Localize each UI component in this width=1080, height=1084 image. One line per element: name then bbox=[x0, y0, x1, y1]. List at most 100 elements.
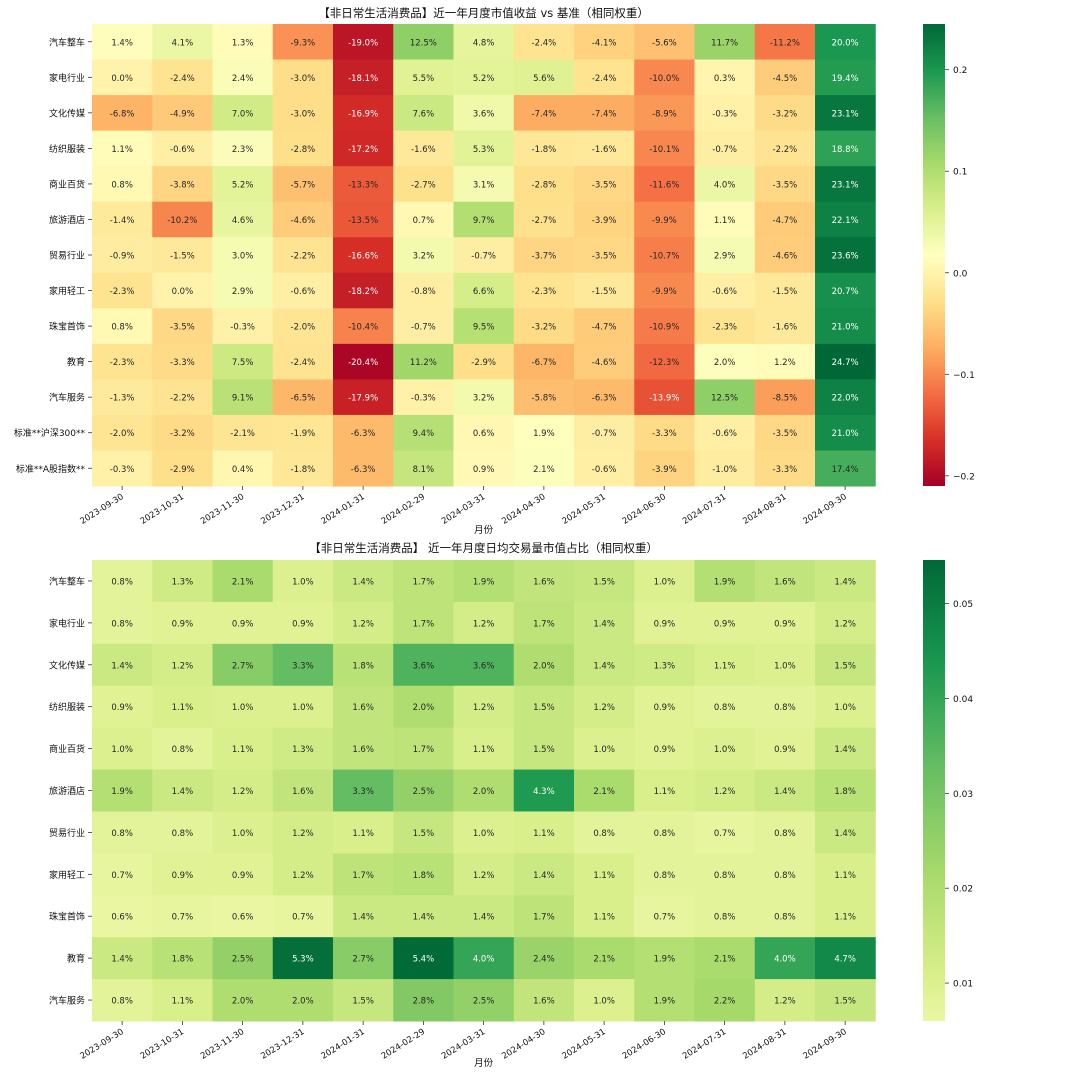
cell-value-label: 2.5% bbox=[232, 955, 254, 965]
heatmap-cell bbox=[212, 379, 274, 416]
heatmap-cell bbox=[513, 59, 575, 96]
heatmap-cell bbox=[272, 237, 334, 274]
cell-value-label: 4.0% bbox=[473, 955, 495, 965]
heatmap-cell bbox=[393, 727, 454, 771]
cell-value-label: 0.6% bbox=[473, 429, 495, 439]
heatmap-cell bbox=[513, 379, 575, 416]
y-tick-label: 标准**A股指数** bbox=[16, 463, 86, 475]
cell-value-label: -17.2% bbox=[348, 145, 378, 155]
x-axis-label: 月份 bbox=[474, 1057, 494, 1069]
cell-value-label: 1.2% bbox=[292, 871, 314, 881]
heatmap-cell bbox=[212, 201, 274, 238]
heatmap-cell bbox=[393, 937, 454, 980]
cell-value-label: -18.2% bbox=[348, 287, 378, 297]
cell-value-label: -16.9% bbox=[348, 109, 378, 119]
heatmap-cell bbox=[574, 24, 635, 61]
heatmap-cell bbox=[92, 308, 153, 345]
colorbar-tick-label: 0.01 bbox=[953, 980, 973, 990]
heatmap-cell bbox=[815, 308, 876, 345]
cell-value-label: -3.0% bbox=[291, 74, 316, 84]
heatmap-cell bbox=[754, 59, 816, 96]
y-tick-label: 文化传媒 bbox=[49, 107, 85, 119]
heatmap-cell bbox=[634, 95, 695, 132]
heatmap-cell bbox=[453, 643, 515, 687]
y-tick-label: 教育 bbox=[67, 356, 85, 368]
y-tick-label: 教育 bbox=[67, 953, 85, 965]
heatmap-cell bbox=[453, 769, 515, 812]
heatmap-cell bbox=[212, 166, 274, 203]
cell-value-label: 2.0% bbox=[533, 661, 555, 671]
cell-value-label: 23.1% bbox=[832, 180, 859, 190]
cell-value-label: -3.3% bbox=[652, 429, 677, 439]
heatmap-cell bbox=[574, 560, 635, 603]
cell-value-label: 1.1% bbox=[593, 871, 615, 881]
heatmap-cell bbox=[754, 560, 816, 603]
heatmap-cell bbox=[92, 685, 153, 729]
cell-value-label: -3.5% bbox=[773, 180, 798, 190]
heatmap-cell bbox=[393, 414, 454, 451]
colorbar-tick-label: 0.0 bbox=[953, 269, 968, 279]
cell-value-label: 1.2% bbox=[834, 619, 856, 629]
heatmap-cell bbox=[453, 166, 515, 203]
cell-value-label: 1.6% bbox=[533, 577, 555, 587]
cell-value-label: 21.0% bbox=[832, 323, 859, 333]
heatmap-cell bbox=[453, 95, 515, 132]
cell-value-label: -3.5% bbox=[592, 180, 617, 190]
cell-value-label: -1.5% bbox=[773, 287, 798, 297]
cell-value-label: 0.9% bbox=[232, 871, 254, 881]
heatmap-cell bbox=[754, 130, 816, 167]
heatmap-cell bbox=[333, 343, 394, 380]
cell-value-label: 3.1% bbox=[473, 180, 495, 190]
cell-value-label: 0.6% bbox=[111, 913, 133, 923]
cell-value-label: 1.1% bbox=[352, 829, 374, 839]
cell-value-label: 1.0% bbox=[473, 829, 495, 839]
colorbar-tick-label: 0.1 bbox=[953, 168, 967, 178]
cell-value-label: 1.3% bbox=[292, 745, 314, 755]
cell-value-label: 1.6% bbox=[352, 745, 374, 755]
heatmap-cell bbox=[152, 59, 213, 96]
cell-value-label: -11.6% bbox=[649, 180, 679, 190]
heatmap-cell bbox=[92, 95, 153, 132]
cell-value-label: -13.3% bbox=[348, 180, 378, 190]
y-tick-label: 家电行业 bbox=[49, 617, 85, 629]
heatmap-cell bbox=[152, 769, 213, 812]
heatmap-cell bbox=[694, 130, 756, 167]
cell-value-label: 8.1% bbox=[413, 465, 435, 475]
heatmap-cell bbox=[574, 937, 635, 980]
cell-value-label: 3.2% bbox=[413, 252, 435, 262]
heatmap-cell bbox=[333, 24, 394, 61]
heatmap-cell bbox=[574, 166, 635, 203]
cell-value-label: 2.1% bbox=[533, 465, 555, 475]
cell-value-label: 1.7% bbox=[533, 619, 555, 629]
cell-value-label: 3.6% bbox=[473, 661, 495, 671]
heatmap-cell bbox=[333, 937, 394, 980]
heatmap-cell bbox=[92, 727, 153, 771]
cell-value-label: 0.3% bbox=[714, 74, 736, 84]
cell-value-label: 0.8% bbox=[111, 997, 133, 1007]
heatmap-cell bbox=[212, 59, 274, 96]
cell-value-label: -1.5% bbox=[592, 287, 617, 297]
cell-value-label: 4.7% bbox=[834, 955, 856, 965]
cell-value-label: -0.6% bbox=[712, 429, 737, 439]
heatmap-cell bbox=[754, 95, 816, 132]
cell-value-label: 2.0% bbox=[232, 997, 254, 1007]
heatmap-cell bbox=[574, 237, 635, 274]
cell-value-label: 0.0% bbox=[111, 74, 133, 84]
heatmap-cell bbox=[815, 379, 876, 416]
x-tick-label: 2024-05-31 bbox=[561, 492, 608, 527]
cell-value-label: -3.5% bbox=[592, 252, 617, 262]
cell-value-label: -4.6% bbox=[592, 358, 617, 368]
cell-value-label: -19.0% bbox=[348, 38, 378, 48]
heatmap-cell bbox=[513, 237, 575, 274]
heatmap-cell bbox=[513, 343, 575, 380]
heatmap-cell bbox=[92, 343, 153, 380]
cell-value-label: 0.7% bbox=[413, 216, 435, 226]
cell-value-label: -0.3% bbox=[411, 394, 436, 404]
cell-value-label: 1.1% bbox=[232, 745, 254, 755]
heatmap-cell bbox=[634, 59, 695, 96]
x-tick-label: 2023-10-31 bbox=[139, 492, 186, 527]
cell-value-label: 0.7% bbox=[654, 913, 676, 923]
heatmap-cell bbox=[212, 643, 274, 687]
x-tick-label: 2023-11-30 bbox=[199, 1027, 246, 1062]
cell-value-label: 0.8% bbox=[172, 829, 194, 839]
